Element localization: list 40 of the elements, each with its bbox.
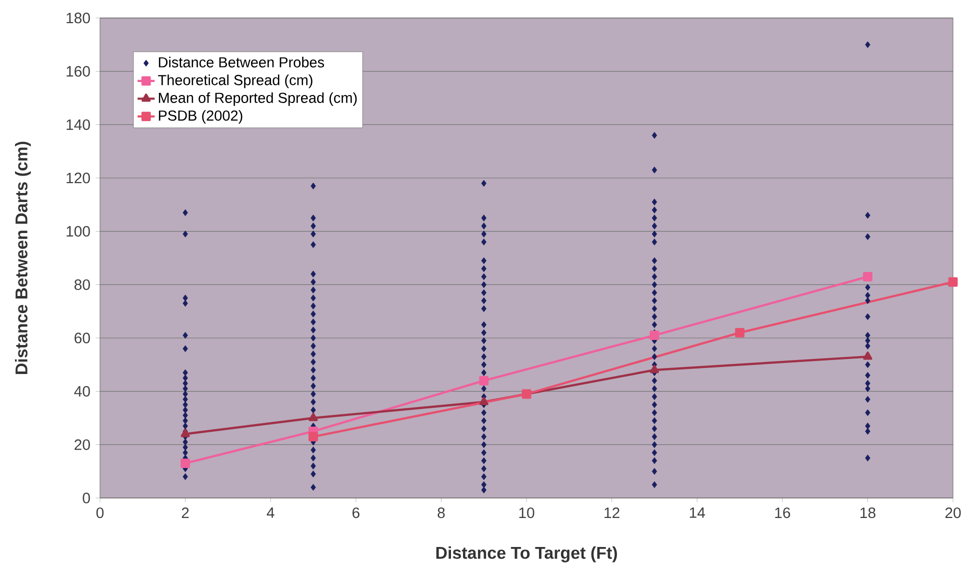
x-tick-label: 14	[690, 507, 706, 518]
y-axis-title: Distance Between Darts (cm)	[14, 142, 31, 374]
x-tick-label: 20	[945, 507, 961, 518]
x-tick-label: 12	[604, 507, 620, 518]
y-tick-label: 120	[66, 172, 90, 184]
x-tick-label: 2	[182, 507, 189, 518]
legend-label: Distance Between Probes	[158, 56, 324, 68]
x-axis-title: Distance To Target (Ft)	[436, 546, 617, 562]
point	[308, 412, 318, 422]
x-tick-label: 4	[266, 507, 274, 518]
x-tick-label: 18	[860, 507, 876, 518]
y-tick-label: 100	[66, 226, 90, 237]
point	[735, 328, 744, 338]
legend-label: Theoretical Spread (cm)	[158, 74, 312, 88]
y-tick-label: 20	[74, 439, 90, 450]
legend-label: PSDB (2002)	[158, 110, 242, 124]
point	[863, 272, 872, 282]
point	[479, 376, 489, 386]
x-tick-label: 0	[96, 507, 104, 518]
y-tick-label: 180	[66, 12, 90, 24]
y-tick-label: 160	[66, 66, 90, 77]
point	[863, 352, 872, 360]
y-tick-label: 60	[74, 332, 90, 344]
point	[180, 428, 190, 438]
y-tick-label: 40	[74, 386, 90, 397]
point	[650, 364, 660, 374]
point	[522, 389, 532, 399]
y-tick-label: 140	[66, 119, 90, 130]
y-tick-label: 80	[74, 279, 90, 290]
y-tick-label: 0	[82, 492, 90, 504]
point	[180, 458, 190, 468]
point	[948, 277, 958, 287]
x-tick-label: 6	[352, 507, 360, 518]
x-tick-label: 10	[519, 507, 534, 518]
x-tick-label: 8	[438, 507, 445, 518]
x-tick-label: 16	[775, 507, 790, 518]
point	[650, 330, 660, 340]
legend-label: Mean of Reported Spread (cm)	[158, 92, 357, 106]
point	[479, 396, 488, 406]
point	[308, 432, 318, 442]
